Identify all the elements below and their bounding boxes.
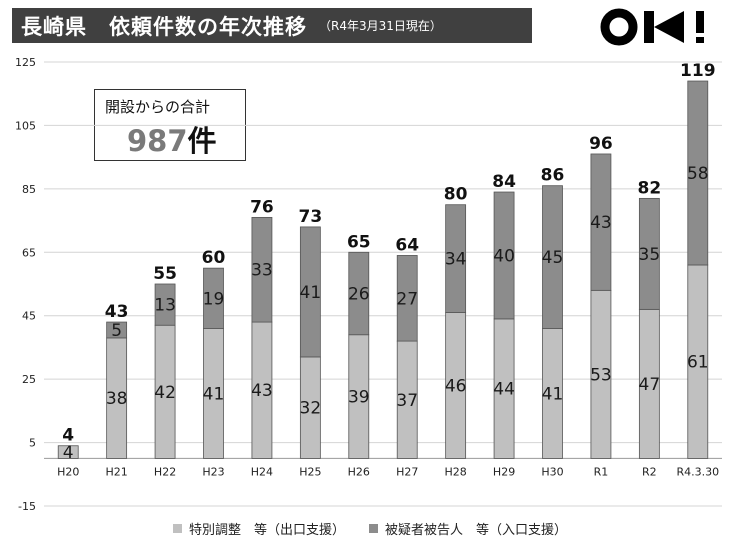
bar-segment-top <box>203 267 224 329</box>
data-label-bottom: 4 <box>63 443 74 463</box>
data-label-top: 13 <box>154 296 176 316</box>
data-label-bottom: 41 <box>203 384 225 404</box>
bar-segment-top <box>396 255 418 342</box>
y-tick-label: 125 <box>15 56 36 69</box>
total-label: 86 <box>541 166 565 186</box>
legend-swatch <box>369 524 378 533</box>
bar-segment-top <box>445 204 467 313</box>
x-tick-label: H26 <box>348 465 370 478</box>
data-label-top: 33 <box>251 261 273 281</box>
data-label-top: 40 <box>493 246 515 266</box>
total-label: 73 <box>299 207 323 227</box>
bar-segment-top <box>638 197 660 310</box>
x-tick-label: H27 <box>396 465 418 478</box>
bar-segment-bottom <box>57 445 79 459</box>
bar-segment-top <box>687 80 709 266</box>
bar-segment-top <box>154 283 176 326</box>
chart-title: 長崎県 依頼件数の年次推移 <box>21 14 307 39</box>
x-tick-label: H29 <box>493 465 515 478</box>
total-unit: 件 <box>187 124 217 158</box>
total-label: 60 <box>202 248 226 268</box>
data-label-top: 26 <box>348 285 370 305</box>
total-label: 80 <box>444 185 468 205</box>
bar-chart: 125105856545255-1544H2038543H21421355H22… <box>15 56 722 513</box>
data-label-top: 35 <box>639 245 661 265</box>
data-label-bottom: 46 <box>445 376 467 396</box>
bar-segment-top <box>348 251 370 336</box>
data-label-top: 41 <box>300 283 322 303</box>
data-label-top: 58 <box>687 164 709 184</box>
x-tick-label: R1 <box>594 465 609 478</box>
data-label-bottom: 41 <box>542 384 564 404</box>
bar-segment-top <box>106 321 128 339</box>
data-label-bottom: 32 <box>300 399 322 419</box>
ok-logo-icon <box>600 8 704 46</box>
y-tick-label: -15 <box>18 500 36 513</box>
data-label-bottom: 61 <box>687 353 709 373</box>
total-value: 987件 <box>127 118 217 160</box>
total-label: 55 <box>153 264 177 284</box>
data-label-bottom: 44 <box>493 380 515 400</box>
total-label: 82 <box>638 178 662 198</box>
y-tick-label: 25 <box>22 373 36 386</box>
x-tick-label: H25 <box>299 465 321 478</box>
bar-segment-top <box>590 153 612 291</box>
bar-segment-top <box>251 216 273 323</box>
data-label-bottom: 53 <box>590 365 612 385</box>
legend-item: 特別調整 等（出口支援） <box>172 519 345 538</box>
legend: 特別調整 等（出口支援） 被疑者被告人 等（入口支援） <box>0 519 740 538</box>
total-label: 119 <box>680 61 716 81</box>
data-label-bottom: 38 <box>106 389 128 409</box>
data-label-bottom: 43 <box>251 381 273 401</box>
y-tick-label: 5 <box>29 437 36 450</box>
chart-subtitle: （R4年3月31日現在） <box>319 19 442 33</box>
legend-label: 特別調整 等（出口支援） <box>188 523 345 538</box>
bar-segment-top <box>542 185 563 329</box>
y-tick-label: 85 <box>22 183 36 196</box>
title-bar: 長崎県 依頼件数の年次推移 （R4年3月31日現在） <box>12 8 532 43</box>
y-tick-label: 45 <box>22 310 36 323</box>
data-label-top: 45 <box>542 248 564 268</box>
x-tick-label: R2 <box>642 465 657 478</box>
x-tick-label: R4.3.30 <box>676 465 719 478</box>
x-tick-label: H28 <box>445 465 467 478</box>
y-tick-label: 105 <box>15 119 36 132</box>
bar-segment-top <box>493 191 515 320</box>
data-label-bottom: 37 <box>396 391 418 411</box>
data-label-bottom: 39 <box>348 388 370 408</box>
bar-segment-top <box>299 226 321 358</box>
total-label: 96 <box>589 134 613 154</box>
data-label-top: 19 <box>203 289 225 309</box>
x-tick-label: H22 <box>154 465 176 478</box>
x-tick-label: H24 <box>251 465 273 478</box>
total-label: 開設からの合計 <box>105 98 211 116</box>
data-label-top: 34 <box>445 250 467 270</box>
x-tick-label: H21 <box>106 465 128 478</box>
total-label: 4 <box>62 426 74 446</box>
total-label: 43 <box>105 302 129 322</box>
data-label-top: 5 <box>111 321 122 341</box>
legend-swatch <box>172 524 182 533</box>
x-tick-label: H30 <box>541 465 563 478</box>
data-label-bottom: 42 <box>154 383 176 403</box>
legend-label: 被疑者被告人 等（入口支援） <box>385 523 568 538</box>
data-label-top: 43 <box>590 213 612 233</box>
total-label: 64 <box>395 235 419 255</box>
total-label: 76 <box>250 197 274 217</box>
x-tick-label: H20 <box>57 465 79 478</box>
data-label-bottom: 47 <box>639 375 661 395</box>
x-tick-label: H23 <box>202 465 224 478</box>
total-label: 65 <box>347 232 371 252</box>
y-tick-label: 65 <box>22 246 36 259</box>
total-label: 84 <box>492 172 516 192</box>
data-label-top: 27 <box>396 289 418 309</box>
total-number: 987 <box>127 124 188 158</box>
legend-item: 被疑者被告人 等（入口支援） <box>369 519 567 538</box>
